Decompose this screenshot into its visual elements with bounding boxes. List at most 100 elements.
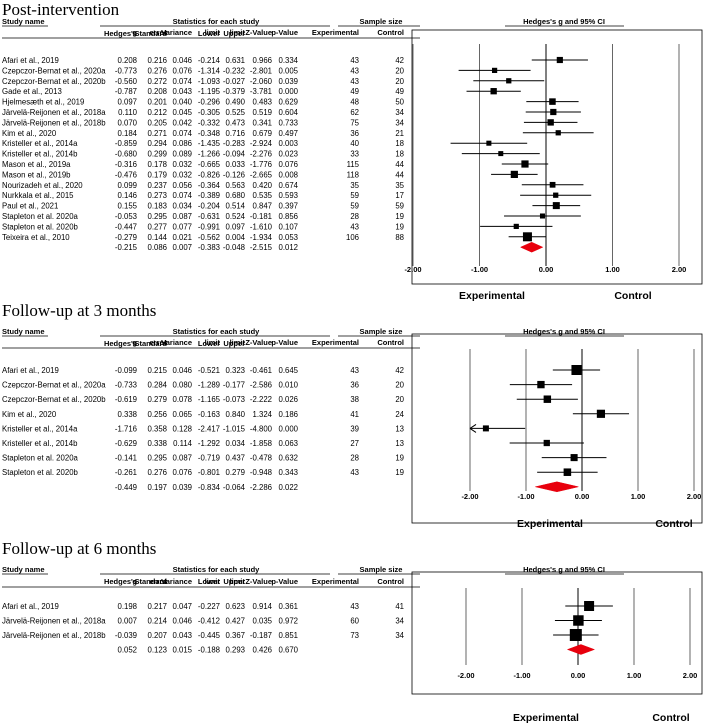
summary-p: 0.670 xyxy=(278,646,298,655)
study-sample-control: 49 xyxy=(395,87,404,96)
study-g: 0.208 xyxy=(117,56,137,65)
study-upper: 0.623 xyxy=(225,602,245,611)
study-se: 0.295 xyxy=(147,212,167,221)
study-p: 0.026 xyxy=(278,395,298,404)
study-g: -0.629 xyxy=(115,439,137,448)
study-upper: 0.514 xyxy=(225,202,245,211)
study-effect-square xyxy=(573,615,584,626)
study-sample-control: 34 xyxy=(395,108,404,117)
study-g: -0.560 xyxy=(115,77,138,86)
study-g: 0.338 xyxy=(117,410,137,419)
header-lower-1: Lower xyxy=(198,29,220,38)
study-lower: -0.364 xyxy=(198,181,221,190)
study-effect-square xyxy=(549,98,556,105)
study-z: -1.776 xyxy=(250,160,272,169)
study-z: -1.610 xyxy=(250,222,273,231)
study-sample-experimental: 35 xyxy=(350,181,359,190)
study-p: 0.733 xyxy=(278,118,298,127)
study-sample-control: 19 xyxy=(395,454,404,463)
study-z: 0.341 xyxy=(252,118,272,127)
study-se: 0.358 xyxy=(147,424,167,433)
header-hedges-1: Hedges's xyxy=(104,29,137,38)
study-name: Gade et al., 2013 xyxy=(2,87,62,96)
study-sample-control: 17 xyxy=(395,191,404,200)
study-name: Stapleton et al. 2020a xyxy=(2,454,79,463)
study-g: 0.110 xyxy=(118,108,138,117)
study-lower: -0.562 xyxy=(198,233,220,242)
tick-label-4: 2.00 xyxy=(683,671,698,680)
study-lower: -0.296 xyxy=(198,98,220,107)
study-name: Järvelä-Reijonen et al., 2018a xyxy=(2,617,106,626)
study-name: Mason et al., 2019b xyxy=(2,170,71,179)
study-g: -0.476 xyxy=(115,170,137,179)
study-sample-control: 34 xyxy=(395,617,404,626)
header-variance: Variance xyxy=(161,577,192,586)
study-se: 0.215 xyxy=(147,366,167,375)
study-upper: 0.034 xyxy=(225,439,245,448)
study-upper: -0.126 xyxy=(223,170,245,179)
study-z: -0.478 xyxy=(250,454,272,463)
study-sample-control: 13 xyxy=(395,439,404,448)
study-sample-control: 44 xyxy=(395,170,404,179)
study-g: -0.039 xyxy=(115,631,137,640)
header-lower-1: Lower xyxy=(198,577,220,586)
study-effect-square xyxy=(584,601,595,611)
header-upper-2: limit xyxy=(230,28,246,37)
favours-experimental-label: Experimental xyxy=(459,290,525,302)
study-upper: -0.379 xyxy=(223,87,245,96)
study-sample-control: 34 xyxy=(395,118,404,127)
summary-z: -2.286 xyxy=(250,483,272,492)
study-sample-experimental: 39 xyxy=(350,424,359,433)
study-lower: -0.214 xyxy=(198,56,221,65)
study-effect-square xyxy=(569,629,582,641)
header-sample-size-group: Sample size xyxy=(360,327,403,336)
study-se: 0.276 xyxy=(147,468,167,477)
study-z: -2.060 xyxy=(250,77,273,86)
study-effect-square xyxy=(555,130,561,136)
study-sample-experimental: 43 xyxy=(350,602,359,611)
header-z-value: Z-Value xyxy=(245,28,272,37)
study-var: 0.046 xyxy=(172,617,192,626)
study-var: 0.045 xyxy=(172,108,192,117)
study-effect-square xyxy=(486,140,492,146)
study-var: 0.114 xyxy=(173,439,193,448)
study-sample-experimental: 62 xyxy=(350,108,359,117)
header-variance: Variance xyxy=(161,338,192,347)
header-lower-2: limit xyxy=(205,28,221,37)
study-z: 0.679 xyxy=(252,129,272,138)
study-g: -0.261 xyxy=(115,468,137,477)
study-sample-experimental: 49 xyxy=(350,87,359,96)
header-experimental: Experimental xyxy=(312,338,359,347)
study-g: -0.787 xyxy=(115,87,137,96)
summary-diamond xyxy=(566,644,596,655)
header-variance: Variance xyxy=(161,28,192,37)
study-p: 0.632 xyxy=(278,454,298,463)
study-sample-experimental: 59 xyxy=(350,191,359,200)
summary-se: 0.197 xyxy=(147,483,167,492)
study-name: Stapleton et al. 2020b xyxy=(2,222,79,231)
header-statistics-group: Statistics for each study xyxy=(173,17,261,26)
header-plot-title: Hedges's g and 95% CI xyxy=(523,565,605,574)
study-z: -3.781 xyxy=(250,87,272,96)
study-lower: -1.195 xyxy=(198,87,221,96)
study-upper: 0.490 xyxy=(225,98,245,107)
study-sample-experimental: 59 xyxy=(350,202,359,211)
study-p: 0.497 xyxy=(278,129,298,138)
study-var: 0.034 xyxy=(172,202,192,211)
study-var: 0.128 xyxy=(172,424,192,433)
study-z: -0.187 xyxy=(250,631,272,640)
study-lower: -0.991 xyxy=(198,222,220,231)
study-upper: -0.094 xyxy=(223,150,246,159)
summary-diamond xyxy=(535,481,579,493)
summary-diamond xyxy=(519,241,544,253)
study-effect-square xyxy=(549,181,556,188)
study-lower: -1.314 xyxy=(198,66,221,75)
study-upper: 0.473 xyxy=(225,118,245,127)
study-var: 0.074 xyxy=(172,129,192,138)
study-upper: 0.680 xyxy=(225,191,245,200)
favours-control-label: Control xyxy=(652,712,689,724)
study-z: 0.914 xyxy=(252,602,272,611)
header-se-1: Standard xyxy=(134,577,167,586)
study-sample-experimental: 43 xyxy=(350,222,359,231)
study-name: Kristeller et al., 2014a xyxy=(2,424,78,433)
